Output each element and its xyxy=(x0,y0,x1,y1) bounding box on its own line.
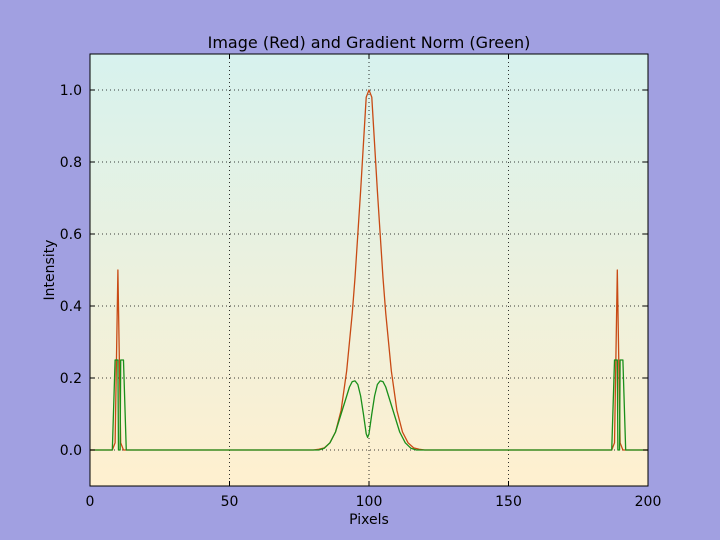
y-tick-label: 0.4 xyxy=(60,299,82,315)
y-axis-label: Intensity xyxy=(42,240,58,301)
x-tick-label: 150 xyxy=(495,494,522,510)
x-tick-label: 0 xyxy=(86,494,95,510)
ticks: 0 50 100 150 200 0.0 0.2 0.4 0.6 0.8 1.0 xyxy=(60,54,662,510)
y-tick-label: 0.8 xyxy=(60,155,82,171)
x-axis-label: Pixels xyxy=(349,512,389,528)
series-line-gradient-norm xyxy=(90,359,648,451)
x-tick-label: 200 xyxy=(635,494,662,510)
x-tick-label: 50 xyxy=(221,494,239,510)
chart-title: Image (Red) and Gradient Norm (Green) xyxy=(208,33,531,52)
series-layer xyxy=(90,89,648,451)
y-tick-label: 0.2 xyxy=(60,371,82,387)
x-tick-label: 100 xyxy=(356,494,383,510)
y-tick-label: 0.6 xyxy=(60,227,82,243)
y-tick-label: 0.0 xyxy=(60,443,82,459)
y-tick-label: 1.0 xyxy=(60,83,82,99)
